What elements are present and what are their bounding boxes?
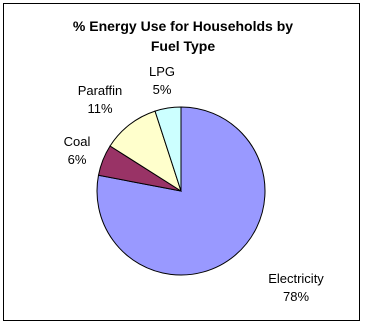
slice-value-coal: 6% [68,152,87,167]
pie-slices [96,106,266,276]
slice-value-paraffin: 11% [87,101,112,116]
pie-slice-lpg [154,106,182,192]
slice-label-coal: Coal [64,134,91,149]
pie-slice-electricity [96,106,266,276]
slice-value-electricity: 78% [283,289,309,304]
slice-label-lpg: LPG [149,64,175,79]
slice-label-electricity: Electricity [268,271,324,286]
slice-labels: Electricity 78% Coal 6% Paraffin 11% LPG 5% [64,64,325,304]
chart-title-line-1: % Energy Use for Households by [73,18,293,34]
slice-value-lpg: 5% [153,82,172,97]
slice-label-paraffin: Paraffin [78,83,123,98]
chart-title-line-2: Fuel Type [151,38,216,54]
